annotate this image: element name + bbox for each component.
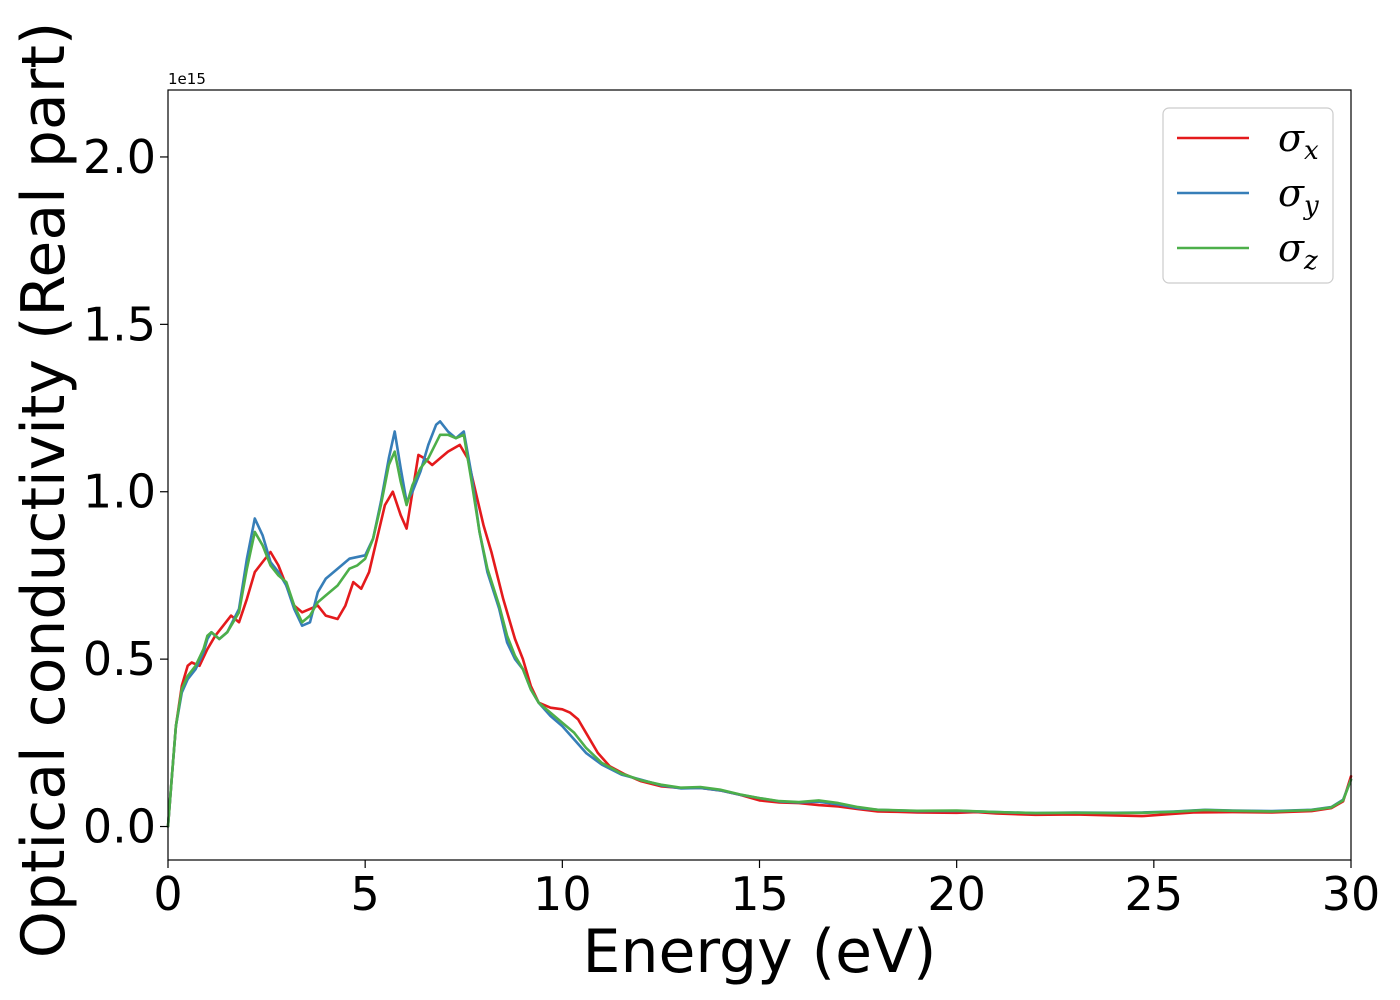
series-line-x <box>166 443 1353 828</box>
legend-label-x: σx <box>1278 116 1319 166</box>
y-tick-label: 0.5 <box>83 632 156 686</box>
y-tick-label: 1.5 <box>83 297 156 351</box>
series-line-z <box>166 433 1353 828</box>
x-tick-label: 15 <box>730 867 789 921</box>
x-tick-label: 5 <box>351 867 380 921</box>
x-tick-label: 25 <box>1125 867 1184 921</box>
ticks-layer: 0 5 10 15 20 25 30 0.0 0.5 1.0 1.5 2.0 <box>83 130 1380 921</box>
y-axis-label: Optical conductivity (Real part) <box>9 22 79 959</box>
axes-frame <box>167 89 1352 861</box>
x-axis-label: Energy (eV) <box>583 917 937 987</box>
series-layer <box>166 420 1353 828</box>
x-tick-label: 30 <box>1322 867 1381 921</box>
legend-label-y: σy <box>1278 171 1319 221</box>
y-tick-label: 2.0 <box>83 130 156 184</box>
x-tick-label: 10 <box>533 867 592 921</box>
legend-box <box>1162 107 1334 284</box>
x-tick-label: 0 <box>153 867 182 921</box>
legend-label-z: σz <box>1278 226 1318 276</box>
y-offset-label: 1e15 <box>168 70 206 88</box>
y-tick-label: 0.0 <box>83 800 156 854</box>
y-tick-label: 1.0 <box>83 465 156 519</box>
series-line-y <box>166 420 1353 828</box>
x-tick-label: 20 <box>927 867 986 921</box>
